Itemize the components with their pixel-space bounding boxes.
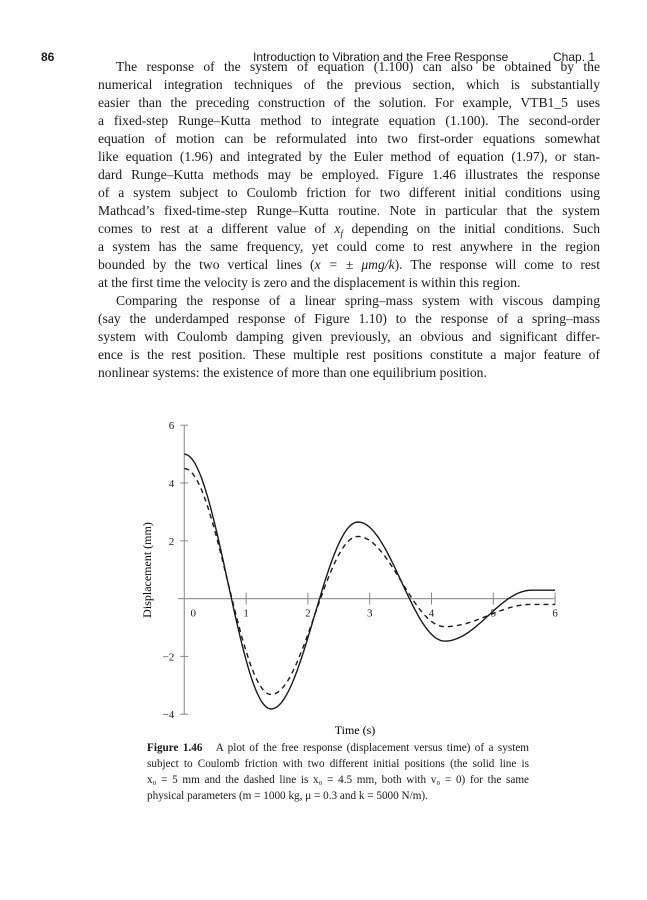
caption-line: physical parameters (m = 1000 kg, μ = 0.… [147,790,428,802]
math-variable: x [334,221,341,236]
chapter-label: Chap. 1 [553,50,596,64]
math-subscript: f [340,228,343,239]
text-line: bounded by the two vertical lines (x = ±… [98,256,600,274]
text-line: (say the underdamped response of Figure … [98,311,600,326]
caption-text: A plot of the free response (displacemen… [215,742,529,754]
text-line: at the first time the velocity is zero a… [98,275,521,290]
math-expression: x = ± μmg/k [314,257,395,272]
x-tick-label: 3 [367,608,373,620]
figure-label: Figure 1.46 [147,742,203,754]
text-line: dard Runge–Kutta methods may be employed… [98,167,600,182]
y-tick-label: −2 [163,651,175,663]
text-segment: depending on the initial conditions. Suc… [342,221,600,236]
figure-caption: Figure 1.46 A plot of the free response … [147,740,529,804]
text-line: system with Coulomb damping given previo… [98,329,600,344]
dashed-series-line [184,467,556,696]
text-line: Comparing the response of a linear sprin… [116,293,600,308]
caption-line: Figure 1.46 A plot of the free response … [147,740,529,756]
text-line: like equation (1.96) and integrated by t… [98,149,600,164]
body-text: The response of the system of equation (… [98,58,600,382]
x-tick-label: 0 [191,608,197,620]
text-line: a fixed-step Runge–Kutta method to integ… [98,113,600,128]
text-line: easier than the preceding construction o… [98,95,600,110]
text-line: ence is the rest position. These multipl… [98,347,600,362]
caption-line: subject to Coulomb friction with two dif… [147,758,529,770]
text-line: equation of motion can be reformulated i… [98,131,600,146]
y-tick-label: 6 [169,420,175,432]
x-tick-label: 4 [429,608,435,620]
x-tick-label: 6 [552,608,558,620]
y-tick-label: 2 [169,536,175,548]
x-tick-label: 2 [305,608,311,620]
text-line: comes to rest at a different value of xf… [98,220,600,238]
caption-line: x₀ = 5 mm and the dashed line is x₀ = 4.… [147,774,529,786]
page-number: 86 [41,50,55,64]
text-line: The response of the system of equation (… [116,59,600,74]
text-segment: bounded by the two vertical lines ( [98,257,315,272]
text-line: of a system subject to Coulomb friction … [98,185,600,200]
text-line: numerical integration techniques of the … [98,77,600,92]
running-title: Introduction to Vibration and the Free R… [253,50,509,64]
x-axis-label: Time (s) [335,723,376,737]
text-line: nonlinear systems: the existence of more… [98,365,487,380]
text-segment: ). The response will come to rest [394,257,600,272]
y-axis-label: Displacement (mm) [140,522,154,618]
y-tick-label: 4 [169,478,175,490]
text-segment: comes to rest at a different value of [98,221,335,236]
x-tick-label: 1 [243,608,249,620]
solid-series-line [184,453,556,710]
text-line: a system has the same frequency, yet cou… [98,239,600,254]
text-line: Mathcad’s fixed-time-step Runge–Kutta ro… [98,203,600,218]
y-tick-label: −4 [163,709,175,721]
